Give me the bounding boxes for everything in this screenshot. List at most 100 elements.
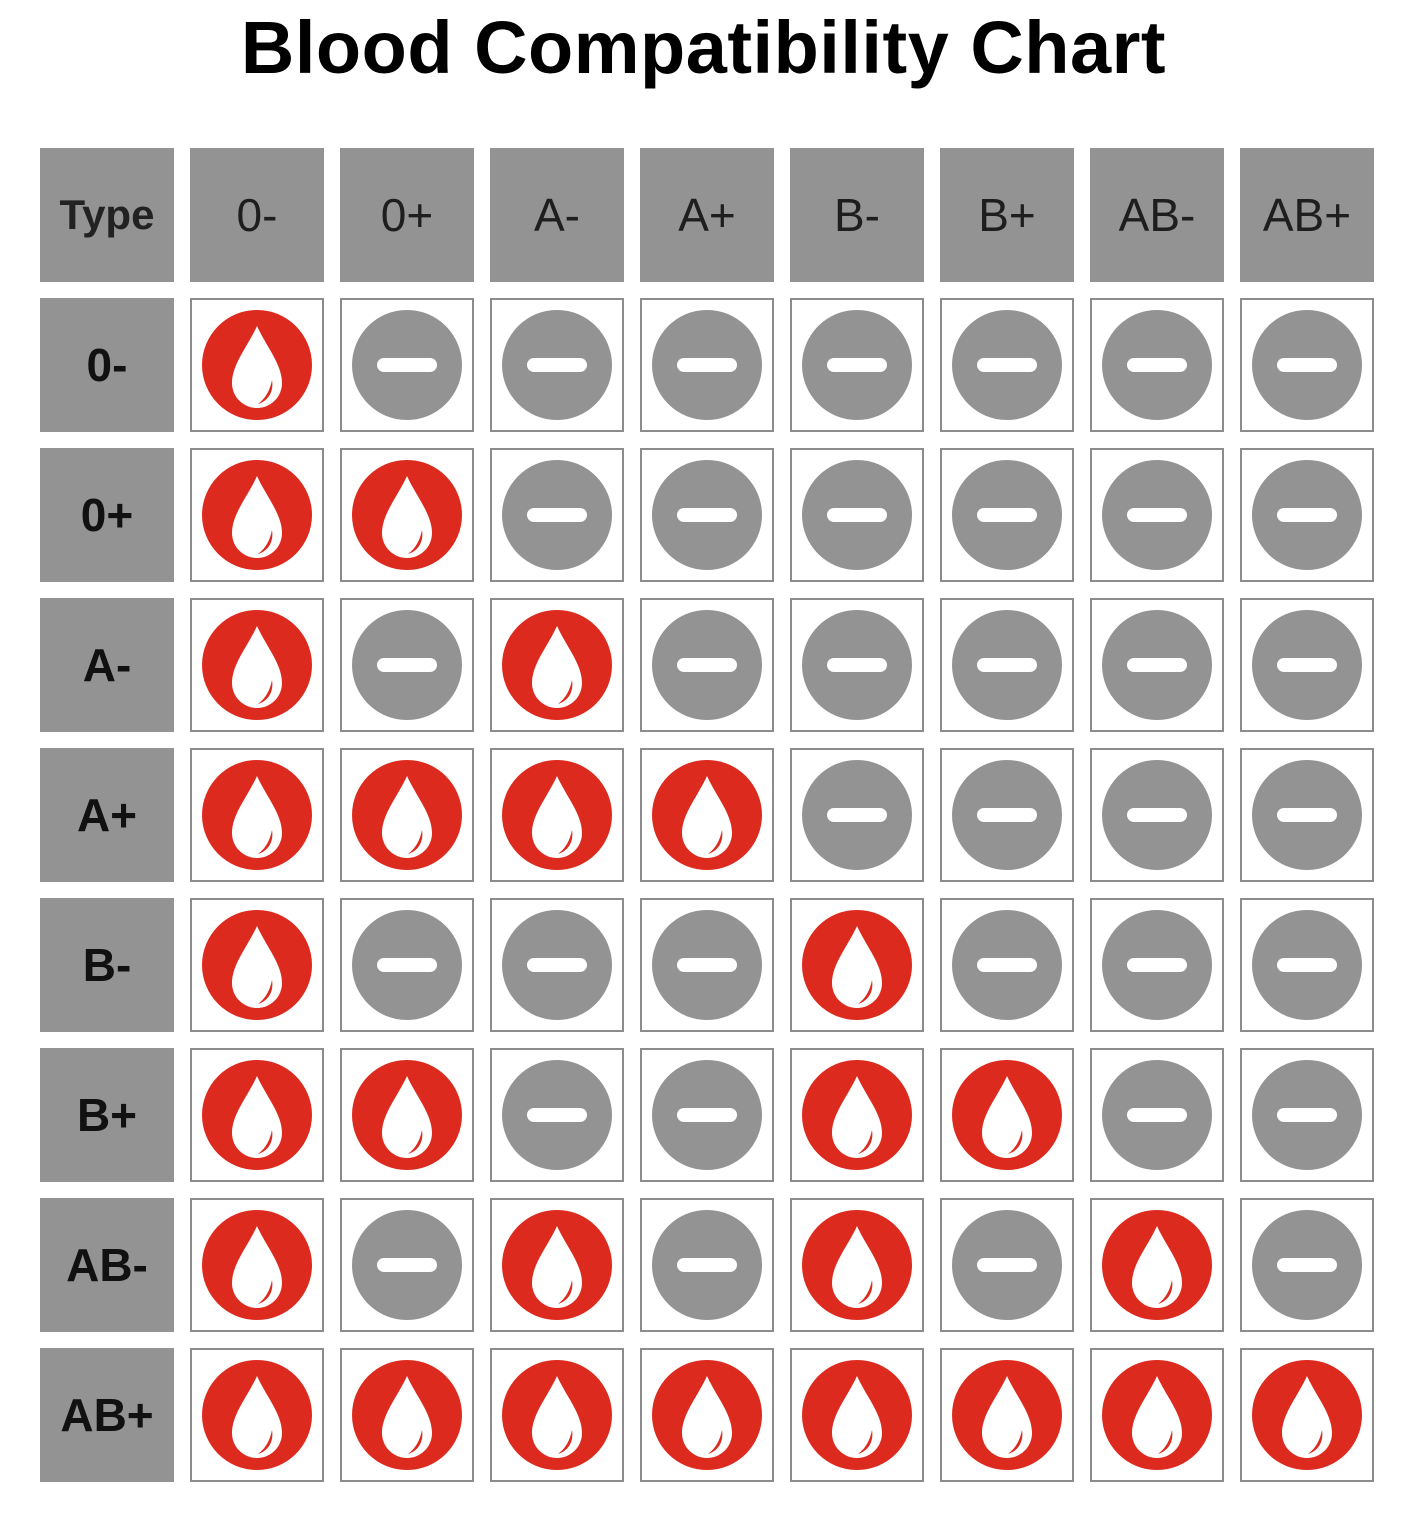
blood-drop-icon — [352, 460, 462, 570]
compatible-cell — [490, 598, 624, 732]
minus-circle-icon — [1252, 460, 1362, 570]
blood-drop-icon — [1102, 1360, 1212, 1470]
header-type: Type — [40, 148, 174, 282]
minus-circle-icon — [502, 910, 612, 1020]
incompatible-cell — [340, 898, 474, 1032]
minus-circle-icon — [652, 460, 762, 570]
compatible-cell — [490, 748, 624, 882]
minus-circle-icon — [652, 1210, 762, 1320]
compatible-cell — [790, 898, 924, 1032]
minus-circle-icon — [1252, 310, 1362, 420]
compatible-cell — [190, 898, 324, 1032]
incompatible-cell — [940, 1198, 1074, 1332]
minus-circle-icon — [652, 610, 762, 720]
incompatible-cell — [1090, 598, 1224, 732]
blood-drop-icon — [202, 310, 312, 420]
blood-drop-icon — [1102, 1210, 1212, 1320]
row-header: 0- — [40, 298, 174, 432]
chart-title: Blood Compatibility Chart — [240, 6, 1167, 89]
incompatible-cell — [940, 748, 1074, 882]
compatible-cell — [490, 1348, 624, 1482]
minus-circle-icon — [502, 310, 612, 420]
blood-drop-icon — [502, 760, 612, 870]
column-header: A+ — [640, 148, 774, 282]
compatible-cell — [1240, 1348, 1374, 1482]
compatible-cell — [190, 1348, 324, 1482]
minus-circle-icon — [1102, 760, 1212, 870]
blood-drop-icon — [802, 910, 912, 1020]
compatible-cell — [640, 1348, 774, 1482]
minus-circle-icon — [1252, 760, 1362, 870]
blood-drop-icon — [202, 1210, 312, 1320]
minus-circle-icon — [952, 310, 1062, 420]
row-header: AB- — [40, 1198, 174, 1332]
row-header: B- — [40, 898, 174, 1032]
minus-circle-icon — [652, 310, 762, 420]
incompatible-cell — [640, 1048, 774, 1182]
compatible-cell — [340, 748, 474, 882]
minus-circle-icon — [1102, 610, 1212, 720]
blood-drop-icon — [652, 1360, 762, 1470]
incompatible-cell — [640, 598, 774, 732]
incompatible-cell — [340, 1198, 474, 1332]
minus-circle-icon — [952, 610, 1062, 720]
blood-drop-icon — [802, 1210, 912, 1320]
compatible-cell — [940, 1048, 1074, 1182]
blood-drop-icon — [352, 1360, 462, 1470]
compatible-cell — [790, 1198, 924, 1332]
column-header: A- — [490, 148, 624, 282]
minus-circle-icon — [802, 760, 912, 870]
blood-drop-icon — [952, 1360, 1062, 1470]
minus-circle-icon — [802, 460, 912, 570]
incompatible-cell — [1240, 598, 1374, 732]
compatible-cell — [340, 1048, 474, 1182]
incompatible-cell — [640, 898, 774, 1032]
incompatible-cell — [1090, 898, 1224, 1032]
blood-drop-icon — [802, 1060, 912, 1170]
column-header: B+ — [940, 148, 1074, 282]
row-header: AB+ — [40, 1348, 174, 1482]
blood-drop-icon — [802, 1360, 912, 1470]
minus-circle-icon — [952, 910, 1062, 1020]
blood-drop-icon — [502, 1360, 612, 1470]
incompatible-cell — [1090, 748, 1224, 882]
incompatible-cell — [940, 898, 1074, 1032]
blood-drop-icon — [202, 760, 312, 870]
incompatible-cell — [790, 748, 924, 882]
row-header: B+ — [40, 1048, 174, 1182]
incompatible-cell — [1240, 298, 1374, 432]
minus-circle-icon — [802, 610, 912, 720]
minus-circle-icon — [1102, 460, 1212, 570]
incompatible-cell — [340, 298, 474, 432]
compatible-cell — [640, 748, 774, 882]
minus-circle-icon — [502, 1060, 612, 1170]
incompatible-cell — [640, 1198, 774, 1332]
compatible-cell — [340, 448, 474, 582]
compatible-cell — [1090, 1198, 1224, 1332]
blood-drop-icon — [652, 760, 762, 870]
compatible-cell — [190, 298, 324, 432]
minus-circle-icon — [1252, 910, 1362, 1020]
minus-circle-icon — [652, 910, 762, 1020]
compatible-cell — [790, 1048, 924, 1182]
column-header: AB- — [1090, 148, 1224, 282]
blood-drop-icon — [202, 1060, 312, 1170]
column-header: AB+ — [1240, 148, 1374, 282]
minus-circle-icon — [652, 1060, 762, 1170]
incompatible-cell — [790, 298, 924, 432]
blood-drop-icon — [352, 1060, 462, 1170]
incompatible-cell — [1240, 1048, 1374, 1182]
blood-drop-icon — [502, 610, 612, 720]
minus-circle-icon — [1252, 610, 1362, 720]
incompatible-cell — [1240, 748, 1374, 882]
minus-circle-icon — [352, 1210, 462, 1320]
blood-drop-icon — [1252, 1360, 1362, 1470]
incompatible-cell — [490, 298, 624, 432]
blood-drop-icon — [202, 910, 312, 1020]
compatible-cell — [190, 448, 324, 582]
blood-drop-icon — [502, 1210, 612, 1320]
blood-drop-icon — [202, 610, 312, 720]
incompatible-cell — [1240, 1198, 1374, 1332]
incompatible-cell — [490, 448, 624, 582]
